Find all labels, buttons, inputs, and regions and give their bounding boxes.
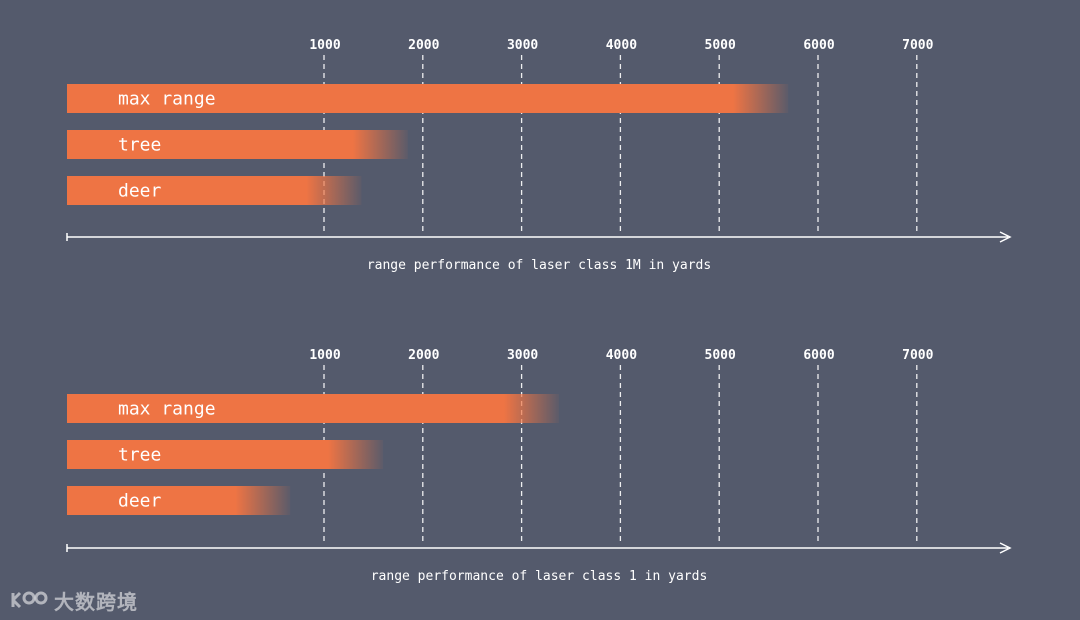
bar-label: tree bbox=[118, 445, 161, 466]
chart-title: range performance of laser class 1M in y… bbox=[367, 258, 711, 273]
bar-label: max range bbox=[118, 399, 216, 420]
watermark-text: 大数跨境 bbox=[54, 589, 138, 614]
bar-tree bbox=[67, 130, 408, 159]
chart-1: 1000 2000 3000 4000 5000 6000 7000 max range tre… bbox=[66, 38, 1012, 273]
tick-label: 3000 bbox=[507, 348, 538, 363]
tick-label: 3000 bbox=[507, 38, 538, 53]
x-axis-arrow-icon bbox=[999, 542, 1012, 554]
bar-tree bbox=[67, 440, 384, 469]
chart-2: 1000 2000 3000 4000 5000 6000 7000 max range tre… bbox=[66, 348, 1012, 584]
tick-label: 6000 bbox=[803, 38, 834, 53]
bar-max-range bbox=[67, 84, 789, 113]
tick-label: 1000 bbox=[309, 348, 340, 363]
x-axis-arrow-icon bbox=[999, 231, 1012, 243]
bar-label: deer bbox=[118, 181, 162, 202]
tick-label: 5000 bbox=[705, 348, 736, 363]
tick-label: 6000 bbox=[803, 348, 834, 363]
tick-label: 7000 bbox=[902, 348, 933, 363]
bar-label: tree bbox=[118, 135, 161, 156]
tick-label: 4000 bbox=[606, 38, 637, 53]
tick-label: 7000 bbox=[902, 38, 933, 53]
bar-deer bbox=[67, 176, 362, 205]
tick-label: 2000 bbox=[408, 348, 439, 363]
tick-label: 2000 bbox=[408, 38, 439, 53]
tick-label: 4000 bbox=[606, 348, 637, 363]
bar-label: deer bbox=[118, 491, 162, 512]
watermark-logo-icon bbox=[11, 591, 48, 609]
bar-label: max range bbox=[118, 89, 216, 110]
bar-deer bbox=[67, 486, 291, 515]
watermark: 大数跨境 bbox=[10, 586, 138, 614]
tick-label: 5000 bbox=[705, 38, 736, 53]
chart-title: range performance of laser class 1 in ya… bbox=[371, 569, 708, 584]
bar-max-range bbox=[67, 394, 560, 423]
tick-label: 1000 bbox=[309, 38, 340, 53]
